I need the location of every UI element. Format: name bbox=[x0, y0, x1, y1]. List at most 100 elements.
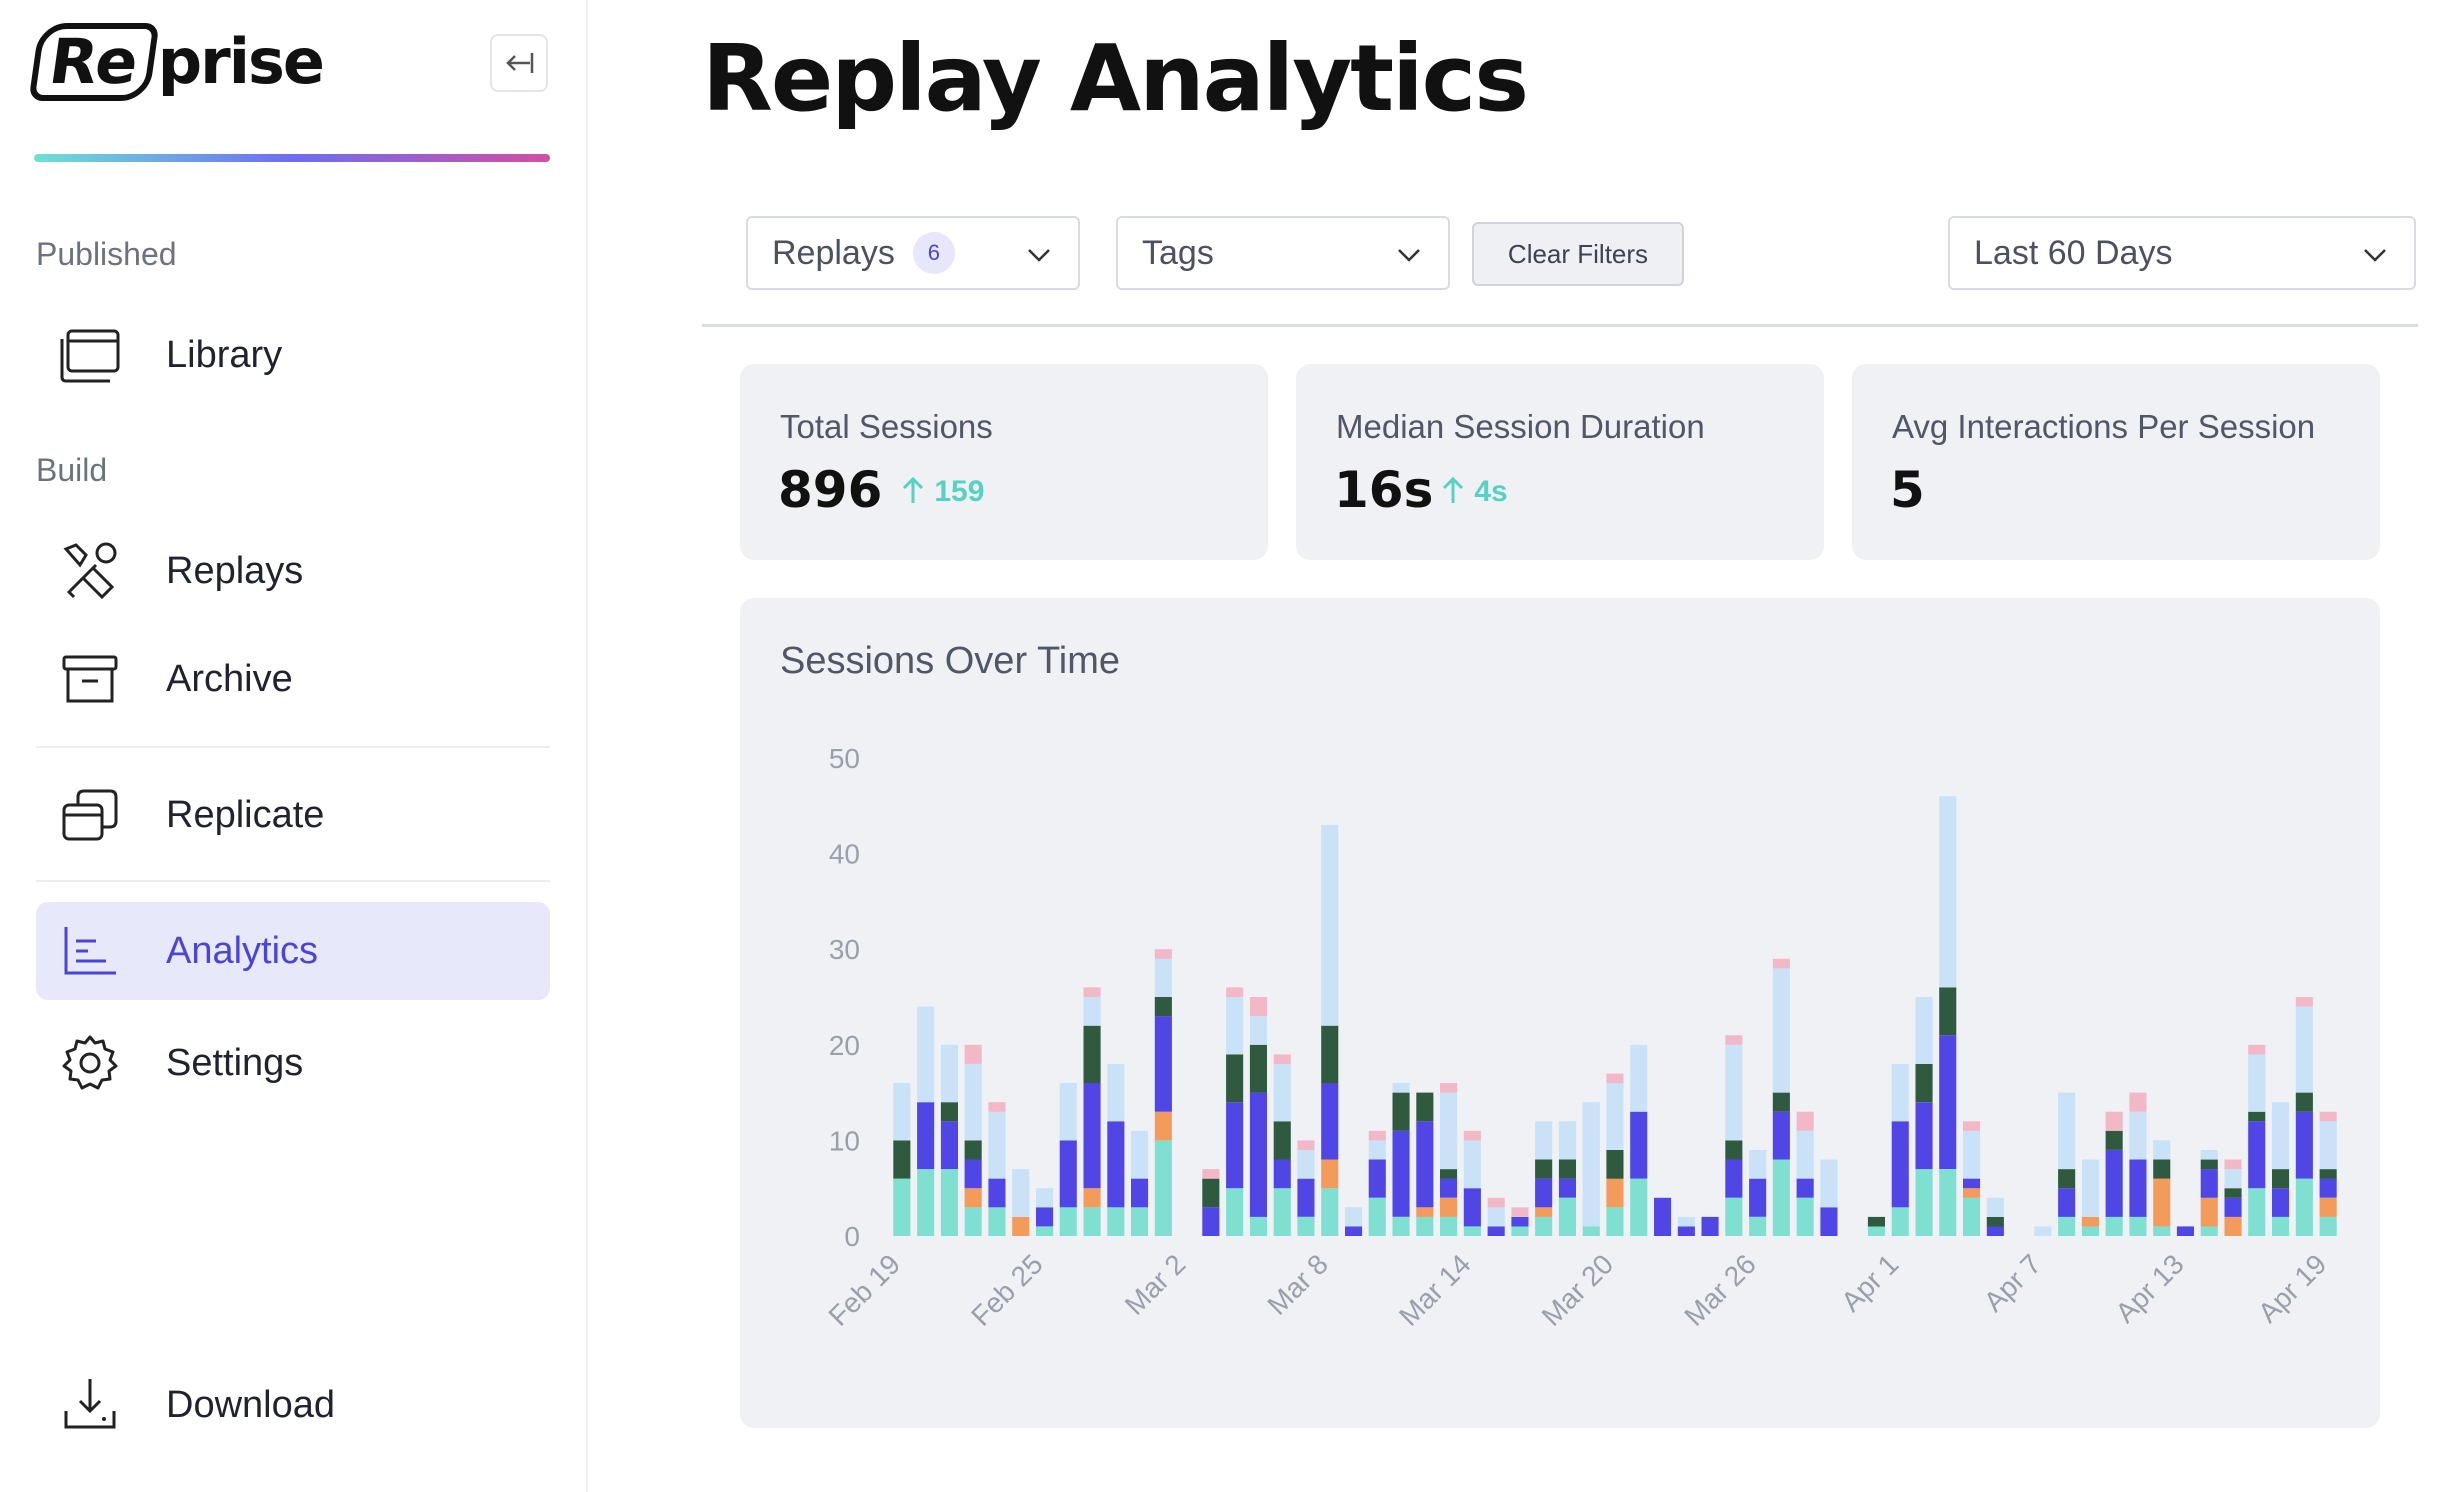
bar-segment-mar-5[interactable] bbox=[1226, 997, 1244, 1055]
bar-segment-feb-27[interactable] bbox=[1083, 1025, 1101, 1084]
bar-segment-apr-19[interactable] bbox=[2295, 1178, 2313, 1236]
sidebar-item-download[interactable]: Download bbox=[36, 1356, 550, 1454]
bar-segment-feb-27[interactable] bbox=[1083, 1207, 1101, 1236]
bar-segment-apr-20[interactable] bbox=[2319, 1169, 2337, 1179]
bar-segment-mar-17[interactable] bbox=[1511, 1226, 1529, 1236]
bar-segment-mar-1[interactable] bbox=[1131, 1207, 1149, 1236]
bar-segment-apr-16[interactable] bbox=[2224, 1197, 2242, 1217]
bar-segment-mar-1[interactable] bbox=[1131, 1178, 1149, 1208]
bar-segment-mar-5[interactable] bbox=[1226, 1102, 1244, 1189]
bar-segment-apr-6[interactable] bbox=[1986, 1197, 2004, 1217]
bar-segment-mar-22[interactable] bbox=[1630, 1111, 1648, 1179]
bar-segment-mar-15[interactable] bbox=[1463, 1226, 1481, 1236]
bar-segment-mar-21[interactable] bbox=[1606, 1083, 1624, 1150]
bar-segment-feb-23[interactable] bbox=[988, 1102, 1006, 1112]
bar-segment-mar-9[interactable] bbox=[1321, 1025, 1339, 1084]
tags-filter-dropdown[interactable]: Tags bbox=[1116, 216, 1450, 290]
bar-segment-mar-18[interactable] bbox=[1535, 1178, 1553, 1208]
bar-segment-apr-3[interactable] bbox=[1915, 1169, 1933, 1236]
bar-segment-feb-22[interactable] bbox=[964, 1188, 982, 1208]
bar-segment-apr-9[interactable] bbox=[2058, 1188, 2076, 1217]
bar-segment-mar-2[interactable] bbox=[1154, 958, 1172, 997]
bar-segment-mar-8[interactable] bbox=[1297, 1150, 1315, 1179]
bar-segment-mar-14[interactable] bbox=[1440, 1216, 1458, 1236]
bar-segment-apr-19[interactable] bbox=[2295, 1092, 2313, 1112]
bar-segment-feb-23[interactable] bbox=[988, 1178, 1006, 1208]
bar-segment-mar-15[interactable] bbox=[1463, 1140, 1481, 1189]
bar-segment-apr-13[interactable] bbox=[2153, 1159, 2171, 1179]
reprise-logo[interactable]: Re prise bbox=[28, 22, 325, 102]
bar-segment-apr-11[interactable] bbox=[2105, 1216, 2123, 1236]
bar-segment-mar-19[interactable] bbox=[1558, 1197, 1576, 1236]
bar-segment-apr-17[interactable] bbox=[2248, 1188, 2266, 1236]
bar-segment-mar-11[interactable] bbox=[1368, 1140, 1386, 1160]
bar-segment-feb-23[interactable] bbox=[988, 1207, 1006, 1236]
bar-segment-apr-10[interactable] bbox=[2081, 1159, 2099, 1217]
bar-segment-mar-26[interactable] bbox=[1725, 1140, 1743, 1160]
bar-segment-mar-10[interactable] bbox=[1345, 1207, 1363, 1227]
bar-segment-feb-22[interactable] bbox=[964, 1159, 982, 1189]
bar-segment-apr-10[interactable] bbox=[2081, 1216, 2099, 1227]
bar-segment-mar-2[interactable] bbox=[1154, 949, 1172, 959]
bar-segment-apr-16[interactable] bbox=[2224, 1188, 2242, 1198]
bar-segment-feb-28[interactable] bbox=[1107, 1207, 1125, 1236]
bar-segment-apr-16[interactable] bbox=[2224, 1216, 2242, 1236]
bar-segment-feb-21[interactable] bbox=[940, 1121, 958, 1170]
bar-segment-apr-13[interactable] bbox=[2153, 1226, 2171, 1236]
bar-segment-mar-29[interactable] bbox=[1796, 1178, 1814, 1198]
bar-segment-mar-19[interactable] bbox=[1558, 1121, 1576, 1160]
bar-segment-apr-5[interactable] bbox=[1963, 1130, 1981, 1179]
sidebar-item-analytics[interactable]: Analytics bbox=[36, 902, 550, 1000]
bar-segment-mar-29[interactable] bbox=[1796, 1197, 1814, 1236]
bar-segment-apr-12[interactable] bbox=[2129, 1092, 2147, 1112]
bar-segment-apr-3[interactable] bbox=[1915, 997, 1933, 1064]
bar-segment-mar-2[interactable] bbox=[1154, 1140, 1172, 1236]
bar-segment-apr-6[interactable] bbox=[1986, 1226, 2004, 1236]
bar-segment-apr-15[interactable] bbox=[2200, 1226, 2218, 1236]
bar-segment-apr-20[interactable] bbox=[2319, 1121, 2337, 1170]
bar-segment-mar-27[interactable] bbox=[1749, 1216, 1767, 1236]
bar-segment-apr-9[interactable] bbox=[2058, 1169, 2076, 1189]
bar-segment-feb-22[interactable] bbox=[964, 1207, 982, 1236]
bar-segment-apr-9[interactable] bbox=[2058, 1092, 2076, 1170]
bar-segment-mar-26[interactable] bbox=[1725, 1197, 1743, 1236]
sidebar-item-replays[interactable]: Replays bbox=[36, 522, 550, 620]
bar-segment-mar-13[interactable] bbox=[1416, 1092, 1434, 1122]
bar-segment-mar-11[interactable] bbox=[1368, 1159, 1386, 1198]
bar-segment-mar-12[interactable] bbox=[1392, 1216, 1410, 1236]
bar-segment-mar-11[interactable] bbox=[1368, 1130, 1386, 1141]
bar-segment-mar-7[interactable] bbox=[1273, 1063, 1291, 1122]
bar-segment-apr-11[interactable] bbox=[2105, 1111, 2123, 1131]
bar-segment-feb-21[interactable] bbox=[940, 1169, 958, 1236]
bar-segment-mar-18[interactable] bbox=[1535, 1121, 1553, 1160]
bar-segment-apr-20[interactable] bbox=[2319, 1178, 2337, 1198]
clear-filters-button[interactable]: Clear Filters bbox=[1472, 222, 1684, 286]
bar-segment-apr-16[interactable] bbox=[2224, 1169, 2242, 1189]
bar-segment-mar-22[interactable] bbox=[1630, 1044, 1648, 1112]
bar-segment-apr-4[interactable] bbox=[1939, 1035, 1957, 1169]
bar-segment-mar-27[interactable] bbox=[1749, 1178, 1767, 1217]
bar-segment-mar-2[interactable] bbox=[1154, 997, 1172, 1017]
bar-segment-mar-28[interactable] bbox=[1772, 1111, 1790, 1160]
bar-segment-mar-12[interactable] bbox=[1392, 1083, 1410, 1093]
bar-segment-apr-2[interactable] bbox=[1891, 1121, 1909, 1208]
bar-segment-mar-16[interactable] bbox=[1487, 1226, 1505, 1236]
bar-segment-apr-13[interactable] bbox=[2153, 1178, 2171, 1227]
bar-segment-mar-29[interactable] bbox=[1796, 1130, 1814, 1179]
bar-segment-mar-7[interactable] bbox=[1273, 1188, 1291, 1236]
bar-segment-mar-2[interactable] bbox=[1154, 1016, 1172, 1112]
bar-segment-apr-16[interactable] bbox=[2224, 1159, 2242, 1170]
bar-segment-mar-9[interactable] bbox=[1321, 1188, 1339, 1236]
bar-segment-mar-28[interactable] bbox=[1772, 958, 1790, 969]
bar-segment-mar-30[interactable] bbox=[1820, 1207, 1838, 1236]
bar-segment-apr-4[interactable] bbox=[1939, 987, 1957, 1036]
bar-segment-apr-4[interactable] bbox=[1939, 796, 1957, 988]
bar-segment-apr-15[interactable] bbox=[2200, 1197, 2218, 1227]
bar-segment-mar-8[interactable] bbox=[1297, 1178, 1315, 1217]
bar-segment-mar-10[interactable] bbox=[1345, 1226, 1363, 1236]
bar-segment-mar-15[interactable] bbox=[1463, 1188, 1481, 1227]
bar-segment-mar-4[interactable] bbox=[1202, 1178, 1220, 1208]
bar-segment-feb-19[interactable] bbox=[893, 1083, 911, 1141]
sidebar-item-settings[interactable]: Settings bbox=[36, 1014, 550, 1112]
bar-segment-feb-24[interactable] bbox=[1012, 1216, 1030, 1236]
